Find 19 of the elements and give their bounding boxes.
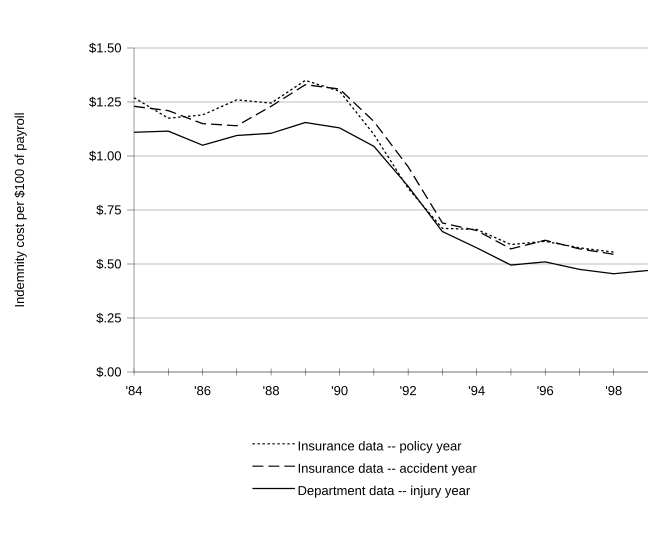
y-axis-title: Indemnity cost per $100 of payroll xyxy=(14,113,27,306)
legend-label: Insurance data -- accident year xyxy=(298,463,477,476)
legend-label: Insurance data -- policy year xyxy=(298,440,462,454)
x-tick-label: '86 xyxy=(194,386,210,396)
y-tick-label: $.00 xyxy=(96,366,122,378)
y-tick-label: $1.00 xyxy=(89,150,121,162)
x-tick-label: '84 xyxy=(126,386,142,396)
x-tick-label: '96 xyxy=(537,386,554,396)
y-tick-label: $.75 xyxy=(96,204,121,216)
y-tick-label: $1.50 xyxy=(89,42,121,54)
x-tick-label: '88 xyxy=(263,386,279,396)
legend-label: Department data -- injury year xyxy=(298,486,470,498)
x-tick-label: '90 xyxy=(332,386,348,396)
x-tick-label: '98 xyxy=(606,386,622,396)
y-tick-label: $1.25 xyxy=(89,96,121,108)
x-tick-label: '94 xyxy=(468,386,485,396)
x-tick-label: '92 xyxy=(400,386,416,396)
y-tick-label: $.25 xyxy=(96,312,121,324)
y-tick-label: $.50 xyxy=(96,258,122,270)
